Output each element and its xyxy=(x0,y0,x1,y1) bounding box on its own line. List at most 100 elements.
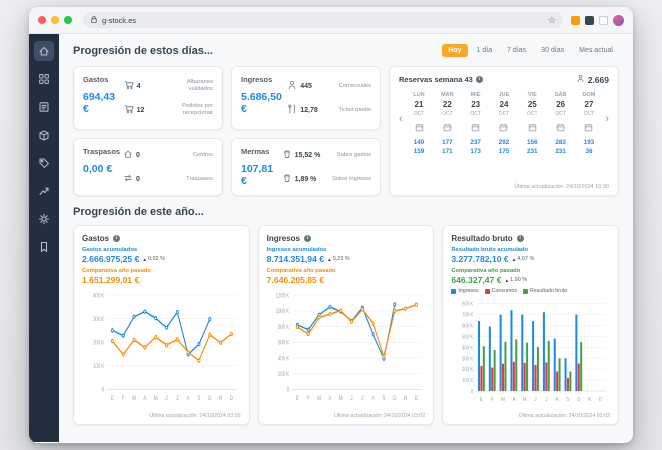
centros-stat: 0 Centros xyxy=(123,146,213,164)
svg-text:J: J xyxy=(546,397,549,404)
gastos-comparativa-metric: Comparativa año pasado 1.651.299,01 € xyxy=(82,268,241,285)
resultado-acumulado-metric: Resultado bruto acumulado 3.277.782,10 €… xyxy=(451,247,610,264)
sidebar-item-orders[interactable] xyxy=(34,97,54,117)
minimize-window-button[interactable] xyxy=(51,16,59,24)
calendar-icon[interactable] xyxy=(471,119,480,137)
reservas-card: Reservas semana 43 i 2.669 ‹ LUN 21 xyxy=(389,66,619,196)
filter-30-dias[interactable]: 30 días xyxy=(535,44,570,57)
svg-text:700 K: 700 K xyxy=(462,312,474,319)
svg-text:E: E xyxy=(480,397,483,404)
section-title-days: Progresión de estos días... xyxy=(73,44,213,57)
pedidos-count: 12 xyxy=(136,106,145,114)
svg-text:600 K: 600 K xyxy=(278,340,290,347)
svg-text:J: J xyxy=(535,397,538,404)
reservation-count-2[interactable]: 231 xyxy=(527,148,538,155)
reservation-count-1[interactable]: 283 xyxy=(555,139,566,146)
bookmark-icon xyxy=(40,241,48,253)
svg-text:400 K: 400 K xyxy=(93,293,105,300)
metric-label: Comparativa año pasado xyxy=(451,268,521,274)
svg-text:O: O xyxy=(208,396,211,403)
sidebar xyxy=(29,34,59,442)
info-icon[interactable]: i xyxy=(304,235,311,242)
svg-text:0: 0 xyxy=(286,387,288,394)
legend-swatch xyxy=(451,288,457,294)
sidebar-item-home[interactable] xyxy=(34,41,54,61)
metric-value: 8.714.351,94 € xyxy=(266,254,325,264)
reservation-count-1[interactable]: 237 xyxy=(470,139,481,146)
metric-label: Comparativa año pasado xyxy=(82,268,151,274)
calendar-icon[interactable] xyxy=(584,119,593,137)
svg-text:A: A xyxy=(187,396,190,403)
svg-text:1200 K: 1200 K xyxy=(275,293,289,300)
reservation-count-2[interactable]: 171 xyxy=(442,148,453,155)
svg-text:600 K: 600 K xyxy=(462,323,474,330)
chevron-left-icon[interactable]: ‹ xyxy=(399,113,403,125)
change-badge: ▲ 4,07 % xyxy=(512,256,535,262)
reservation-count-1[interactable]: 156 xyxy=(527,139,538,146)
svg-text:M: M xyxy=(502,397,506,404)
metric-value: 1.651.299,01 € xyxy=(82,275,140,285)
reservation-count-2[interactable]: 175 xyxy=(498,148,510,155)
profile-avatar[interactable] xyxy=(613,14,624,26)
sidebar-item-analytics[interactable] xyxy=(34,181,54,201)
dark-mode-extension-icon[interactable] xyxy=(585,15,594,25)
sobre-ingresos-label: Sobre ingresos xyxy=(332,175,371,182)
info-icon[interactable]: i xyxy=(475,76,483,83)
gastos-acumulados-metric: Gastos acumulados 2.666.975,25 € ▲ 0,02 % xyxy=(82,247,241,264)
filter-7-dias[interactable]: 7 días xyxy=(501,44,532,57)
reservation-count-1[interactable]: 292 xyxy=(498,139,510,146)
lock-icon xyxy=(90,11,98,29)
chevron-right-icon[interactable]: › xyxy=(605,113,609,125)
legend-item: Ingresos xyxy=(451,288,479,294)
reservation-count-1[interactable]: 177 xyxy=(442,139,453,146)
calendar-icon[interactable] xyxy=(499,119,508,137)
calendar-icon[interactable] xyxy=(443,119,452,137)
reservation-count-2[interactable]: 173 xyxy=(470,148,481,155)
split-view-icon[interactable] xyxy=(599,15,608,25)
traspasos-count: 0 xyxy=(136,175,140,183)
trash-icon xyxy=(282,170,292,188)
calendar-icon[interactable] xyxy=(415,119,424,137)
sobre-ingresos-stat: 1,89 % Sobre ingresos xyxy=(282,170,371,188)
svg-text:200 K: 200 K xyxy=(462,367,474,374)
year-ingresos-card: Ingresos i Ingresos acumulados 8.714.351… xyxy=(257,225,435,425)
reservation-count-1[interactable]: 193 xyxy=(583,139,595,146)
calendar-icon[interactable] xyxy=(528,119,537,137)
tag-icon xyxy=(39,158,49,168)
filter-hoy[interactable]: Hoy xyxy=(442,44,468,57)
svg-text:N: N xyxy=(588,397,591,404)
address-bar[interactable]: g-stock.es ☆ xyxy=(83,12,563,28)
info-icon[interactable]: i xyxy=(113,235,121,242)
svg-text:0: 0 xyxy=(471,389,474,396)
svg-text:400 K: 400 K xyxy=(462,345,474,352)
zoom-window-button[interactable] xyxy=(64,16,72,24)
sidebar-item-settings[interactable] xyxy=(34,209,54,229)
extension-icon[interactable] xyxy=(571,15,580,25)
day-of-week: SÁB xyxy=(554,92,567,98)
svg-text:A: A xyxy=(371,396,374,403)
bookmark-star-icon[interactable]: ☆ xyxy=(547,14,556,25)
change-value: 1,90 % xyxy=(510,277,528,283)
legend-swatch xyxy=(484,288,490,294)
sidebar-item-inventory[interactable] xyxy=(34,125,54,145)
legend-item: Consumos xyxy=(484,288,517,294)
gastos-card-title: Gastos xyxy=(83,75,109,84)
sidebar-item-dashboard[interactable] xyxy=(34,69,54,89)
day-month: OCT xyxy=(442,111,453,117)
close-window-button[interactable] xyxy=(38,16,46,24)
svg-text:300 K: 300 K xyxy=(93,316,105,323)
sidebar-item-tags[interactable] xyxy=(34,153,54,173)
svg-text:E: E xyxy=(296,396,299,403)
sidebar-item-bookmarks[interactable] xyxy=(34,237,54,257)
svg-text:1000 K: 1000 K xyxy=(275,308,289,315)
svg-text:J: J xyxy=(165,396,167,403)
info-icon[interactable]: i xyxy=(516,235,524,242)
filter-1-dia[interactable]: 1 día xyxy=(471,44,499,57)
resultado-year-chart: 0 100 K 200 K 300 K 400 K 500 K 600 K 700 K 800 … xyxy=(451,296,610,411)
reservation-count-2[interactable]: 36 xyxy=(585,148,593,155)
reservation-count-2[interactable]: 231 xyxy=(555,148,566,155)
calendar-icon[interactable] xyxy=(556,119,565,137)
reservation-count-1[interactable]: 140 xyxy=(413,139,425,146)
reservation-count-2[interactable]: 159 xyxy=(413,148,425,155)
filter-mes-actual[interactable]: Mes actual xyxy=(573,44,619,57)
